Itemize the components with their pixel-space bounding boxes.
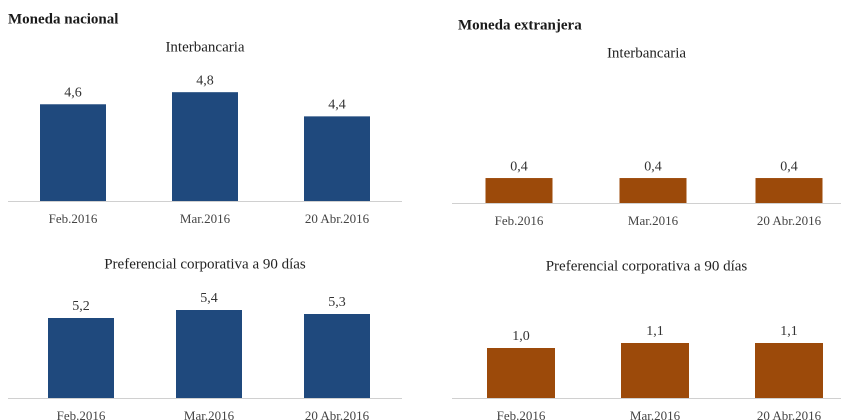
- value-label: 1,0: [512, 329, 530, 344]
- x-tick-label: Mar.2016: [628, 213, 679, 228]
- bar: [172, 92, 238, 201]
- x-tick-label: Feb.2016: [495, 213, 544, 228]
- x-tick-label: Mar.2016: [630, 408, 681, 420]
- x-tick-label: Feb.2016: [497, 408, 546, 420]
- section-heading: Moneda nacional: [8, 11, 118, 27]
- value-label: 5,3: [328, 295, 346, 310]
- x-tick-label: 20 Abr.2016: [305, 408, 370, 420]
- bar: [619, 178, 687, 203]
- x-tick-label: Mar.2016: [180, 211, 231, 226]
- bar: [485, 178, 553, 203]
- x-tick-label: Mar.2016: [184, 408, 235, 420]
- value-label: 5,2: [72, 299, 90, 314]
- bar: [40, 104, 106, 201]
- bar: [755, 343, 823, 398]
- value-label: 0,4: [780, 159, 798, 174]
- chart-title: Interbancaria: [165, 39, 244, 55]
- x-tick-label: Feb.2016: [57, 408, 106, 420]
- x-tick-label: Feb.2016: [49, 211, 98, 226]
- x-tick-label: 20 Abr.2016: [757, 213, 822, 228]
- value-label: 0,4: [510, 159, 528, 174]
- value-label: 4,4: [328, 98, 346, 113]
- bar: [304, 116, 370, 201]
- chart-title: Preferencial corporativa a 90 días: [104, 256, 306, 272]
- value-label: 4,8: [196, 73, 214, 88]
- bar: [48, 318, 114, 398]
- value-label: 1,1: [646, 324, 664, 339]
- value-label: 1,1: [780, 324, 798, 339]
- section-heading: Moneda extranjera: [458, 17, 582, 33]
- bar: [304, 314, 370, 398]
- chart-title: Preferencial corporativa a 90 días: [546, 258, 748, 274]
- value-label: 4,6: [64, 85, 82, 100]
- bar: [487, 348, 555, 398]
- value-label: 0,4: [644, 159, 662, 174]
- chart-title: Interbancaria: [607, 45, 686, 61]
- value-label: 5,4: [200, 291, 218, 306]
- bar: [755, 178, 823, 203]
- bar: [621, 343, 689, 398]
- x-tick-label: 20 Abr.2016: [305, 211, 370, 226]
- x-tick-label: 20 Abr.2016: [757, 408, 822, 420]
- bar: [176, 310, 242, 398]
